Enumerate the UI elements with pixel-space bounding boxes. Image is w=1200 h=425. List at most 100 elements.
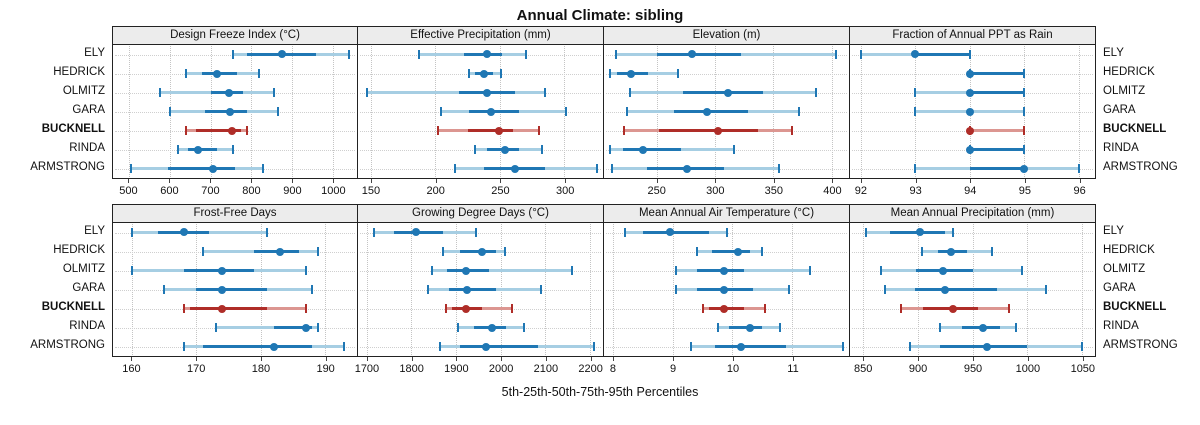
median-dot <box>461 266 470 275</box>
median-dot <box>702 107 711 116</box>
whisker-cap <box>1023 126 1026 135</box>
whisker-cap <box>163 285 166 294</box>
site-label-ely: ELY <box>1103 47 1124 59</box>
percentile-band-25-75 <box>711 250 751 253</box>
percentile-band-25-75 <box>674 110 748 113</box>
whisker-cap <box>815 88 818 97</box>
axis-tick <box>673 357 674 361</box>
median-dot <box>682 164 691 173</box>
percentile-band-25-75 <box>622 148 681 151</box>
percentile-band-25-75 <box>656 52 741 56</box>
axis-tick-label: 95 <box>1018 185 1032 197</box>
whisker-cap <box>909 342 912 351</box>
axis-tick-label: 160 <box>122 363 141 375</box>
median-dot <box>477 247 486 256</box>
median-dot <box>723 88 732 97</box>
axis-tick-label: 2200 <box>578 363 603 375</box>
whisker-cap <box>914 107 917 116</box>
axis-tick <box>128 179 130 183</box>
panel-box: Mean Annual Precipitation (mm) <box>850 204 1096 357</box>
median-dot <box>208 164 217 173</box>
panel-box: Effective Precipitation (mm) <box>358 26 604 179</box>
whisker-cap <box>543 88 546 97</box>
axis-tick <box>260 357 262 361</box>
median-dot <box>218 285 227 294</box>
whisker-cap <box>1077 164 1080 173</box>
panel-header: Effective Precipitation (mm) <box>358 27 603 45</box>
whisker-cap <box>347 49 350 59</box>
panels-grid: Frost-Free Days 160 170 180 190 Growing Degre… <box>112 204 1096 382</box>
panel-fraction-ppt-as-rain: Fraction of Annual PPT as Rain 92 93 94 95 96 <box>850 26 1096 204</box>
site-label-hedrick: HEDRICK <box>1103 66 1155 78</box>
median-dot <box>719 266 728 275</box>
whisker-cap <box>622 126 625 135</box>
whisker-cap <box>1020 266 1023 275</box>
panel-box: Fraction of Annual PPT as Rain <box>850 26 1096 179</box>
whisker-cap <box>779 323 782 332</box>
median-dot <box>965 69 974 78</box>
median-dot <box>982 342 991 351</box>
whisker-cap <box>262 164 265 173</box>
axis-tick <box>545 357 547 361</box>
median-dot <box>638 145 647 154</box>
axis-tick-label: 200 <box>426 185 445 197</box>
site-label-armstrong: ARMSTRONG <box>30 161 105 173</box>
site-label-bucknell: BUCKNELL <box>41 123 105 135</box>
whisker-cap <box>1015 323 1018 332</box>
whisker-cap <box>185 126 188 135</box>
whisker-cap <box>201 247 204 256</box>
percentile-band-25-75 <box>202 345 313 348</box>
site-label-armstrong: ARMSTRONG <box>30 339 105 351</box>
whisker-cap <box>474 145 477 154</box>
percentile-band-25-75 <box>969 148 1025 151</box>
whisker-cap <box>914 164 917 173</box>
percentile-band-25-75 <box>190 307 268 310</box>
median-dot <box>482 88 491 97</box>
whisker-cap <box>614 49 617 59</box>
median-dot <box>626 69 635 78</box>
site-labels-left: ELY HEDRICK OLMITZ GARA BUCKNELL RINDA ARMSTRO… <box>0 204 112 355</box>
x-axis: 850 900 950 1000 1050 <box>850 357 1096 382</box>
median-dot <box>480 69 489 78</box>
panel-box: Design Freeze Index (°C) <box>112 26 358 179</box>
whisker-cap <box>185 69 188 78</box>
median-dot <box>277 50 286 59</box>
plot-area <box>604 223 849 356</box>
median-dot <box>411 228 420 237</box>
whisker-cap <box>611 164 614 173</box>
median-dot <box>915 228 924 237</box>
site-label-ely: ELY <box>1103 225 1124 237</box>
whisker-cap <box>430 266 433 275</box>
axis-tick-label: 1800 <box>399 363 424 375</box>
axis-tick-label: 950 <box>963 363 983 375</box>
axis-tick-label: 250 <box>647 185 666 197</box>
site-label-hedrick: HEDRICK <box>1103 244 1155 256</box>
whisker-cap <box>689 342 692 351</box>
median-dot <box>269 342 278 351</box>
median-dot <box>737 342 746 351</box>
site-label-rinda: RINDA <box>69 142 105 154</box>
percentile-band-5-95 <box>431 269 572 272</box>
axis-tick-label: 2000 <box>488 363 514 375</box>
axis-tick <box>1079 179 1081 183</box>
whisker-cap <box>231 145 234 154</box>
whisker-cap <box>417 49 420 59</box>
site-label-armstrong: ARMSTRONG <box>1103 161 1178 173</box>
whisker-cap <box>427 285 430 294</box>
site-label-rinda: RINDA <box>69 320 105 332</box>
whisker-cap <box>439 342 442 351</box>
whisker-cap <box>343 342 346 351</box>
panel-mean-annual-precipitation: Mean Annual Precipitation (mm) 850 900 950 1… <box>850 204 1096 382</box>
axis-tick-label: 350 <box>764 185 784 197</box>
whisker-cap <box>510 304 513 313</box>
whisker-cap <box>231 49 234 59</box>
axis-tick <box>565 179 567 183</box>
whisker-cap <box>879 266 882 275</box>
whisker-cap <box>951 227 954 237</box>
whisker-cap <box>311 285 314 294</box>
axis-tick-label: 250 <box>491 185 510 197</box>
whisker-cap <box>608 69 611 78</box>
axis-tick <box>973 357 974 361</box>
whisker-cap <box>182 304 185 313</box>
median-dot <box>212 69 221 78</box>
